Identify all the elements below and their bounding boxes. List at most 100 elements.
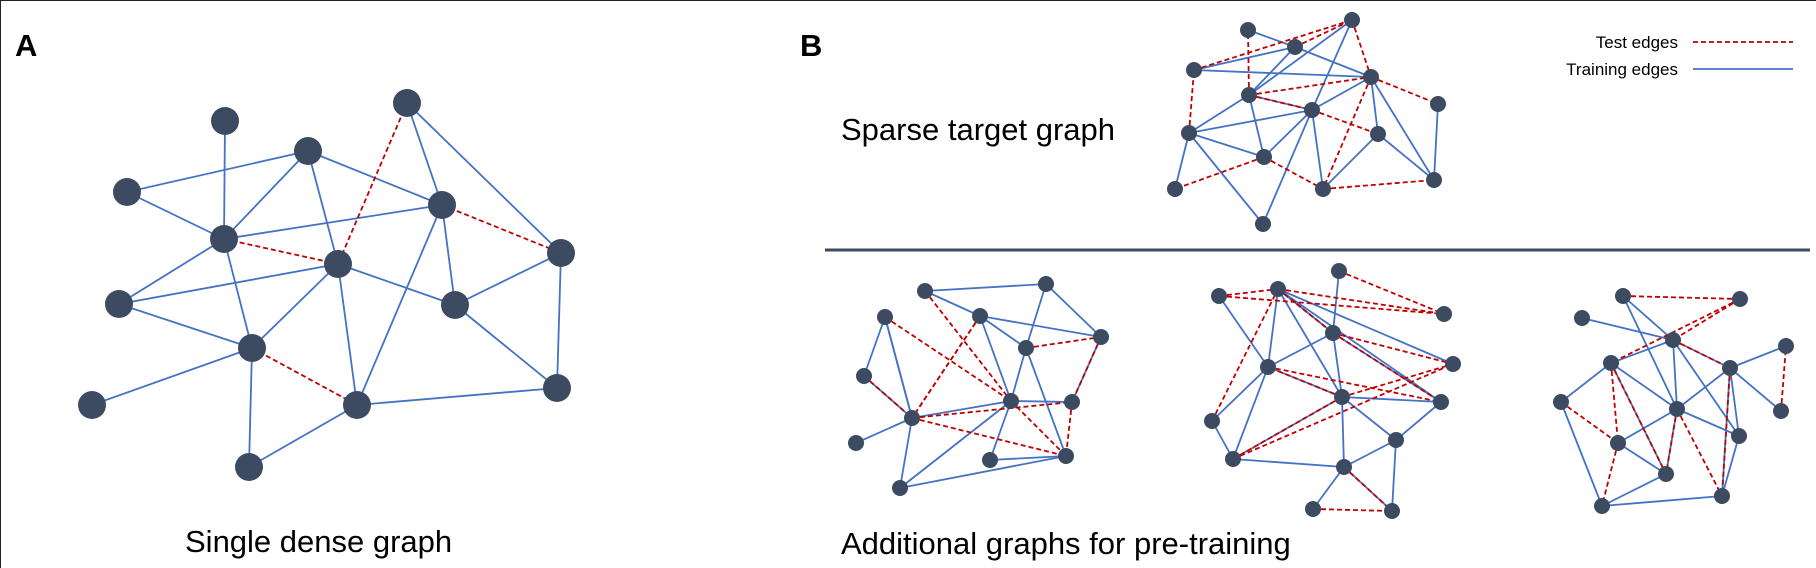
training-edge — [126, 150, 309, 193]
graph-node — [892, 480, 908, 496]
graph-node — [1610, 435, 1626, 451]
graph-node — [1211, 288, 1227, 304]
graph-node — [235, 453, 263, 481]
test-edge — [1174, 156, 1265, 190]
test-edge — [223, 238, 339, 265]
graph-node — [1270, 281, 1286, 297]
graph-node — [1731, 428, 1747, 444]
training-edge — [1311, 76, 1372, 111]
test-edge — [1267, 366, 1343, 398]
test-edge — [1218, 288, 1279, 297]
graph-node — [441, 291, 469, 319]
graph-node — [105, 290, 133, 318]
graph-node — [294, 137, 322, 165]
test-edge — [1322, 76, 1372, 190]
graph-node — [848, 435, 864, 451]
training-edge — [1262, 109, 1313, 225]
graph-node — [1240, 22, 1256, 38]
training-edge — [1622, 295, 1674, 341]
test-edge — [1610, 362, 1667, 475]
training-edge — [1370, 76, 1379, 135]
training-edge — [1341, 396, 1345, 468]
training-edge — [924, 283, 1047, 292]
graph-node — [1363, 69, 1379, 85]
test-edge — [1341, 363, 1454, 398]
training-edge — [454, 304, 558, 389]
graph-node — [877, 309, 893, 325]
test-edge — [863, 375, 913, 419]
test-edge — [1672, 298, 1741, 341]
graph-node — [1433, 394, 1449, 410]
test-edge — [1322, 179, 1435, 190]
training-edge — [1247, 29, 1296, 48]
graph-node — [1260, 359, 1276, 375]
graph-node — [1186, 62, 1202, 78]
test-edge — [1780, 345, 1787, 412]
training-edge — [1343, 439, 1397, 468]
training-edge — [1676, 408, 1740, 437]
graph-node — [1603, 355, 1619, 371]
test-edge — [441, 204, 562, 254]
training-edge — [1622, 295, 1678, 410]
training-edge — [1377, 133, 1435, 181]
test-edge — [1248, 94, 1313, 111]
training-edge — [1721, 435, 1740, 497]
test-edge — [911, 417, 1067, 457]
training-edge — [1332, 270, 1340, 334]
graph-node — [1003, 393, 1019, 409]
test-edge — [1188, 69, 1195, 134]
graph-node — [972, 308, 988, 324]
graph-node — [1225, 451, 1241, 467]
training-edge — [1045, 283, 1102, 338]
panel-b-bottom-caption: Additional graphs for pre-training — [841, 526, 1291, 561]
training-edge — [1560, 401, 1603, 507]
training-edge — [251, 263, 339, 349]
test-edge — [1071, 336, 1102, 403]
graph-node — [343, 391, 371, 419]
graph-node — [1658, 466, 1674, 482]
graph-node — [1430, 96, 1446, 112]
test-edge — [1232, 396, 1343, 460]
training-edge — [1010, 400, 1073, 403]
test-edge — [1025, 336, 1102, 349]
training-edge — [1277, 288, 1454, 365]
training-edge — [1232, 366, 1269, 460]
training-edge — [1341, 396, 1397, 441]
graph-node — [1553, 394, 1569, 410]
training-edge — [855, 417, 913, 444]
training-edge — [356, 204, 443, 406]
graph-node — [904, 410, 920, 426]
training-edge — [1174, 132, 1190, 190]
test-edge — [1351, 19, 1372, 78]
pretrain-graph-3 — [1553, 288, 1794, 514]
training-edge — [1395, 401, 1442, 441]
test-edge — [337, 102, 408, 265]
graph-node — [1426, 172, 1442, 188]
graph-node — [1167, 181, 1183, 197]
training-edge — [1010, 347, 1027, 402]
training-edge — [556, 252, 562, 389]
training-edge — [1610, 362, 1678, 410]
graph-node — [917, 283, 933, 299]
training-edge — [223, 238, 253, 349]
test-edge — [911, 315, 981, 419]
test-edge — [1311, 109, 1379, 135]
test-edge — [884, 316, 1012, 402]
test-edge — [1610, 298, 1741, 364]
training-edge — [1370, 76, 1435, 181]
training-edge — [1263, 109, 1313, 158]
graph-node — [856, 368, 872, 384]
graph-node — [1714, 488, 1730, 504]
graph-node — [1665, 332, 1681, 348]
sparse-target-graph — [1167, 12, 1446, 232]
training-edge — [1277, 288, 1442, 403]
graph-node — [428, 191, 456, 219]
training-edge — [1617, 408, 1678, 444]
training-edge — [979, 315, 1102, 338]
test-edge — [1622, 295, 1741, 300]
training-edge — [979, 315, 1027, 349]
training-edge — [1025, 283, 1047, 349]
graph-node — [1388, 432, 1404, 448]
training-edge — [899, 400, 1012, 489]
